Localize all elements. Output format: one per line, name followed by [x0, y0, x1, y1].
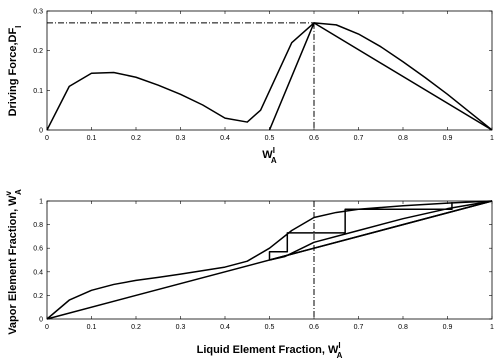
x-tick-label: 0.1 [87, 135, 97, 142]
x-tick-label: 0.4 [220, 324, 230, 331]
equilibrium-plot: 0 0.1 0.2 0.3 0.4 0.5 0.6 0.7 0.8 0.9 1 0 0.2 0.4 0.6 0… [4, 189, 494, 358]
x-tick-label: 0.8 [398, 324, 408, 331]
y-tick-label: 0.2 [33, 293, 43, 300]
x-tick-label: 0.2 [131, 324, 141, 331]
x-tick-label: 0.2 [131, 135, 141, 142]
driving-force-plot: 0 0.1 0.2 0.3 0.4 0.5 0.6 0.7 0.8 0.9 1 0 0.1 0.2 0.3 W… [7, 9, 494, 166]
x-tick-label: 0.3 [176, 324, 186, 331]
x-tick-label: 0.7 [354, 324, 364, 331]
x-tick-label: 1 [490, 324, 494, 331]
y-tick-label: 0.8 [33, 222, 43, 229]
x-tick-label: 0.5 [265, 324, 275, 331]
y-tick-label: 0 [39, 128, 43, 135]
x-tick-label: 0.6 [309, 135, 319, 142]
plot-frame [46, 10, 493, 131]
y-tick-label: 1 [39, 199, 43, 206]
x-tick-label: 0.9 [443, 324, 453, 331]
y-axis-title: Driving Force,DFI [7, 26, 23, 117]
series-line-5 [268, 202, 453, 260]
x-tick-label: 0 [45, 324, 49, 331]
y-tick-label: 0.6 [33, 246, 43, 253]
x-tick-label: 0.5 [265, 135, 275, 142]
x-tick-label: 0.1 [87, 324, 97, 331]
x-tick-label: 0.6 [309, 324, 319, 331]
series-line-1 [46, 22, 493, 131]
x-tick-label: 0.9 [443, 135, 453, 142]
x-tick-label: 0.4 [220, 135, 230, 142]
x-tick-label: 0 [45, 135, 49, 142]
y-tick-label: 0 [39, 317, 43, 324]
y-tick-label: 0.2 [33, 48, 43, 55]
x-tick-label: 0.7 [354, 135, 364, 142]
y-tick-label: 0.1 [33, 88, 43, 95]
series-line-2 [268, 22, 493, 131]
x-tick-label: 0.8 [398, 135, 408, 142]
y-tick-label: 0.3 [33, 9, 43, 16]
x-axis-title: WI A [262, 146, 277, 165]
x-tick-label: 0.3 [176, 135, 186, 142]
x-axis-title: Liquid Element Fraction, WI A [197, 341, 343, 358]
x-tick-label: 1 [490, 135, 494, 142]
y-axis-title: Vapor Element Fraction, WvA [4, 189, 23, 335]
y-tick-label: 0.4 [33, 269, 43, 276]
